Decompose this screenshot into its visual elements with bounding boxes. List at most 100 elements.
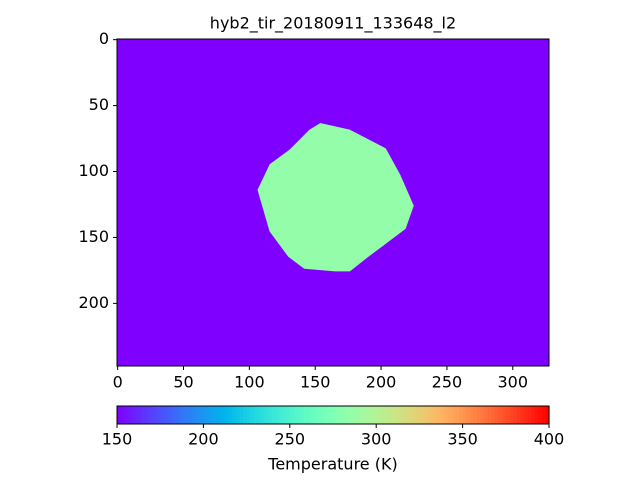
colorbar-swatch <box>534 406 539 424</box>
colorbar-swatch <box>120 406 125 424</box>
colorbar-swatch <box>372 406 377 424</box>
colorbar-swatch <box>541 406 546 424</box>
colorbar-swatch <box>397 406 402 424</box>
colorbar-swatch <box>347 406 352 424</box>
colorbar-swatch <box>462 406 467 424</box>
colorbar-swatch <box>167 406 172 424</box>
colorbar-swatch <box>423 406 428 424</box>
colorbar-swatch <box>448 406 453 424</box>
colorbar-swatch <box>329 406 334 424</box>
colorbar-swatch <box>390 406 395 424</box>
colorbar-swatch <box>444 406 449 424</box>
colorbar-swatch <box>451 406 456 424</box>
colorbar-swatch <box>538 406 543 424</box>
colorbar-swatch <box>513 406 518 424</box>
colorbar-swatch <box>311 406 316 424</box>
colorbar-swatch <box>239 406 244 424</box>
colorbar-swatch <box>520 406 525 424</box>
colorbar-swatch <box>369 406 374 424</box>
colorbar-swatch <box>315 406 320 424</box>
colorbar-swatch <box>523 406 528 424</box>
colorbar-swatch <box>174 406 179 424</box>
colorbar-tick-label: 350 <box>447 430 478 449</box>
colorbar-swatch <box>394 406 399 424</box>
colorbar-swatch <box>383 406 388 424</box>
colorbar-swatch <box>455 406 460 424</box>
colorbar-swatch <box>282 406 287 424</box>
colorbar-swatch <box>480 406 485 424</box>
colorbar-swatch <box>228 406 233 424</box>
colorbar-swatch <box>156 406 161 424</box>
colorbar-swatch <box>145 406 150 424</box>
colorbar-swatch <box>199 406 204 424</box>
colorbar-swatch <box>246 406 251 424</box>
colorbar-swatch <box>153 406 158 424</box>
colorbar-swatch <box>253 406 258 424</box>
colorbar-tick-label: 200 <box>188 430 219 449</box>
colorbar-swatch <box>430 406 435 424</box>
colorbar-swatch <box>531 406 536 424</box>
x-tick-label: 200 <box>366 373 397 392</box>
colorbar-swatch <box>516 406 521 424</box>
colorbar-swatch <box>185 406 190 424</box>
colorbar-swatch <box>178 406 183 424</box>
colorbar-swatch <box>387 406 392 424</box>
colorbar-swatch <box>235 406 240 424</box>
colorbar-swatch <box>343 406 348 424</box>
colorbar-swatch <box>437 406 442 424</box>
colorbar-swatch <box>333 406 338 424</box>
colorbar-swatch <box>412 406 417 424</box>
colorbar-swatch <box>163 406 168 424</box>
colorbar-swatch <box>286 406 291 424</box>
colorbar-swatch <box>304 406 309 424</box>
colorbar-swatch <box>379 406 384 424</box>
colorbar-swatch <box>376 406 381 424</box>
colorbar-swatch <box>405 406 410 424</box>
colorbar-swatch <box>149 406 154 424</box>
colorbar-swatch <box>509 406 514 424</box>
colorbar-swatch <box>289 406 294 424</box>
colorbar-swatch <box>264 406 269 424</box>
colorbar-swatch <box>217 406 222 424</box>
colorbar-swatch <box>124 406 129 424</box>
colorbar-swatch <box>275 406 280 424</box>
colorbar-swatch <box>358 406 363 424</box>
colorbar-swatch <box>487 406 492 424</box>
colorbar-frame <box>116 405 550 425</box>
colorbar-swatch <box>491 406 496 424</box>
asteroid-region <box>257 123 414 272</box>
colorbar-swatch <box>207 406 212 424</box>
colorbar-swatch <box>408 406 413 424</box>
x-tick-label: 100 <box>234 373 265 392</box>
colorbar-swatch <box>171 406 176 424</box>
plot-area: 0 50 100 150 200 250 300 0 50 100 150 200 <box>78 29 550 392</box>
colorbar-swatch <box>250 406 255 424</box>
colorbar-swatch <box>401 406 406 424</box>
colorbar-swatch <box>502 406 507 424</box>
colorbar-swatch <box>473 406 478 424</box>
colorbar-swatch <box>365 406 370 424</box>
x-tick-label: 300 <box>498 373 529 392</box>
colorbar-swatch <box>505 406 510 424</box>
colorbar-swatch <box>138 406 143 424</box>
colorbar-swatch <box>325 406 330 424</box>
colorbar-swatch <box>142 406 147 424</box>
x-tick-label: 250 <box>432 373 463 392</box>
colorbar-tick-label: 400 <box>534 430 565 449</box>
colorbar-swatch <box>210 406 215 424</box>
x-tick-label: 0 <box>113 373 123 392</box>
colorbar-swatch <box>297 406 302 424</box>
colorbar-swatch <box>131 406 136 424</box>
y-tick-label: 100 <box>78 161 109 180</box>
colorbar-swatch <box>477 406 482 424</box>
colorbar-swatch <box>117 406 122 424</box>
colorbar-swatch <box>192 406 197 424</box>
x-tick-label: 150 <box>300 373 331 392</box>
colorbar-tick-label: 300 <box>361 430 392 449</box>
colorbar-swatch <box>243 406 248 424</box>
colorbar-swatch <box>160 406 165 424</box>
y-tick-label: 200 <box>78 293 109 312</box>
colorbar-swatch <box>322 406 327 424</box>
colorbar-swatch <box>221 406 226 424</box>
